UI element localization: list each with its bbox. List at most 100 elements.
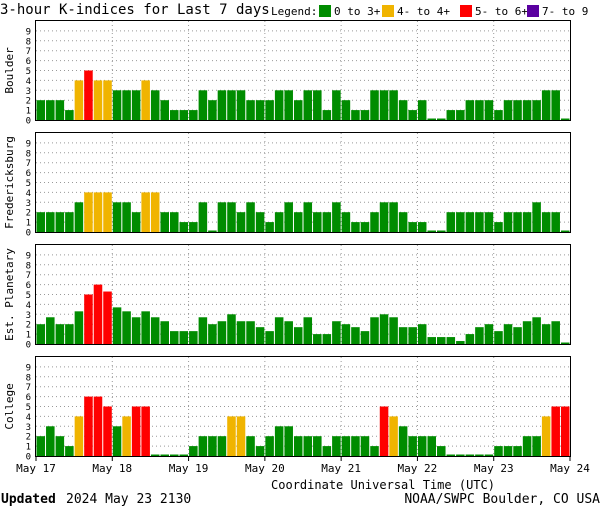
bar: [351, 110, 360, 120]
bar: [150, 192, 160, 232]
bar: [217, 202, 227, 232]
bar: [122, 311, 131, 344]
bar: [122, 202, 131, 232]
bar: [46, 212, 55, 232]
bar: [522, 212, 532, 232]
bar: [36, 212, 46, 232]
y-tick-label: 4: [26, 77, 31, 87]
y-tick-label: 8: [26, 261, 31, 271]
bar: [475, 454, 484, 456]
legend-swatch: [382, 5, 394, 17]
y-tick-label: 2: [26, 209, 31, 219]
bar: [141, 406, 150, 456]
bar: [55, 100, 65, 120]
bar: [351, 222, 360, 232]
bar: [503, 100, 513, 120]
bar: [513, 327, 522, 344]
bar: [103, 192, 112, 232]
bar: [227, 90, 236, 120]
bar: [303, 202, 313, 232]
bar: [246, 436, 255, 456]
chart-title: 3-hour K-indices for Last 7 days: [0, 2, 270, 18]
y-tick-label: 5: [26, 291, 31, 301]
bar: [494, 331, 503, 344]
bar: [522, 436, 532, 456]
bar: [398, 327, 408, 344]
bar: [150, 454, 160, 456]
bar: [456, 110, 465, 120]
credit-text: NOAA/SWPC Boulder, CO USA: [404, 492, 600, 507]
bar: [398, 212, 408, 232]
y-tick-label: 1: [26, 331, 31, 341]
bar: [379, 406, 389, 456]
y-tick-label: 1: [26, 443, 31, 453]
bar: [170, 110, 179, 120]
legend-swatch: [527, 5, 539, 17]
y-tick-label: 0: [26, 453, 31, 463]
bar: [398, 426, 408, 456]
legend-swatch: [319, 5, 331, 17]
bar: [170, 331, 179, 344]
y-tick-label: 2: [26, 321, 31, 331]
bar: [65, 110, 74, 120]
bar: [332, 202, 341, 232]
bar: [360, 110, 370, 120]
bar: [541, 416, 551, 456]
bar: [398, 100, 408, 120]
bar: [370, 317, 379, 344]
bar: [170, 454, 179, 456]
panel-frame: [35, 356, 571, 457]
bar: [293, 327, 303, 344]
bar: [560, 118, 570, 120]
bar: [522, 100, 532, 120]
bar: [303, 436, 313, 456]
bar: [274, 212, 284, 232]
bar: [246, 100, 255, 120]
bar: [208, 100, 217, 120]
series-name: Boulder: [3, 47, 16, 94]
bar: [122, 416, 131, 456]
bar: [456, 341, 465, 344]
updated-value: 2024 May 23 2130: [66, 492, 191, 507]
bar: [541, 324, 551, 344]
x-tick-label: May 24: [550, 462, 590, 475]
bar: [265, 222, 274, 232]
y-tick-label: 0: [26, 229, 31, 239]
bar: [284, 321, 293, 344]
bar: [189, 110, 198, 120]
bar: [217, 90, 227, 120]
bar: [532, 436, 541, 456]
y-tick-label: 3: [26, 311, 31, 321]
bar: [446, 212, 456, 232]
bar: [55, 212, 65, 232]
bar: [351, 436, 360, 456]
bar: [494, 110, 503, 120]
bar: [103, 406, 112, 456]
bar: [55, 324, 65, 344]
bar: [112, 202, 122, 232]
bar: [503, 324, 513, 344]
bar: [255, 327, 265, 344]
bar: [255, 100, 265, 120]
bar: [150, 90, 160, 120]
bar: [179, 331, 189, 344]
bar: [160, 454, 169, 456]
bar: [446, 110, 456, 120]
bar: [246, 321, 255, 344]
bar: [74, 416, 84, 456]
bar: [513, 100, 522, 120]
bar: [370, 212, 379, 232]
bar: [513, 446, 522, 456]
bar: [351, 327, 360, 344]
legend-entry: 4- to 4+: [397, 5, 450, 18]
bar: [484, 100, 494, 120]
bar: [332, 321, 341, 344]
bar: [236, 321, 246, 344]
bar: [551, 406, 560, 456]
bar: [341, 212, 351, 232]
x-tick-label: May 22: [398, 462, 438, 475]
y-tick-label: 0: [26, 117, 31, 127]
bar: [341, 100, 351, 120]
